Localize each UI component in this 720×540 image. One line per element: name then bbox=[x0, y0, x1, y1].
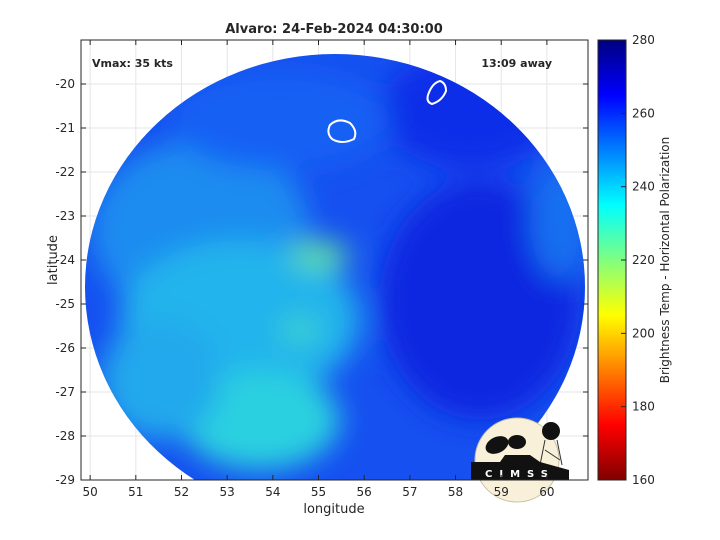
x-axis: 50 51 52 53 54 55 56 57 58 59 60 bbox=[82, 40, 555, 499]
y-tick-label: -21 bbox=[55, 121, 75, 135]
brightness-swath bbox=[85, 54, 585, 480]
y-axis-label: latitude bbox=[46, 235, 61, 285]
x-tick-label: 52 bbox=[174, 485, 189, 499]
colorbar-tick-label: 240 bbox=[632, 180, 655, 194]
x-tick-label: 50 bbox=[82, 485, 97, 499]
contour-line bbox=[426, 79, 448, 106]
x-tick-label: 53 bbox=[220, 485, 235, 499]
x-tick-label: 51 bbox=[128, 485, 143, 499]
y-tick-label: -23 bbox=[55, 209, 75, 223]
y-tick-label: -24 bbox=[55, 253, 75, 267]
y-tick-label: -27 bbox=[55, 385, 75, 399]
contour-line bbox=[327, 119, 357, 143]
colorbar-tick-label: 280 bbox=[632, 33, 655, 47]
x-tick-label: 55 bbox=[311, 485, 326, 499]
y-tick-label: -20 bbox=[55, 77, 75, 91]
x-tick-label: 56 bbox=[357, 485, 372, 499]
x-tick-label: 57 bbox=[402, 485, 417, 499]
x-tick-label: 60 bbox=[539, 485, 554, 499]
colorbar-tick-label: 220 bbox=[632, 253, 655, 267]
x-tick-label: 59 bbox=[494, 485, 509, 499]
y-tick-label: -29 bbox=[55, 473, 75, 487]
colorbar-tick-label: 160 bbox=[632, 473, 655, 487]
colorbar-tick-label: 260 bbox=[632, 106, 655, 120]
y-tick-label: -26 bbox=[55, 341, 75, 355]
chart-title: Alvaro: 24-Feb-2024 04:30:00 bbox=[225, 22, 443, 37]
colorbar-ticks: 160 180 200 220 240 260 280 bbox=[621, 33, 655, 487]
colorbar-label: Brightness Temp - Horizontal Polarizatio… bbox=[658, 137, 672, 384]
logo-text: CIMSS bbox=[485, 469, 555, 480]
x-axis-label: longitude bbox=[303, 502, 364, 517]
y-tick-label: -28 bbox=[55, 429, 75, 443]
vmax-label: Vmax: 35 kts bbox=[92, 57, 173, 70]
time-away-label: 13:09 away bbox=[481, 57, 552, 70]
x-tick-label: 58 bbox=[448, 485, 463, 499]
y-axis: -20 -21 -22 -23 -24 -25 -26 -27 -28 -29 bbox=[55, 77, 588, 487]
colorbar-tick-label: 180 bbox=[632, 400, 655, 414]
y-tick-label: -25 bbox=[55, 297, 75, 311]
cimss-logo: CIMSS bbox=[471, 417, 569, 503]
y-tick-label: -22 bbox=[55, 165, 75, 179]
colorbar-tick-label: 200 bbox=[632, 326, 655, 340]
x-tick-label: 54 bbox=[265, 485, 280, 499]
